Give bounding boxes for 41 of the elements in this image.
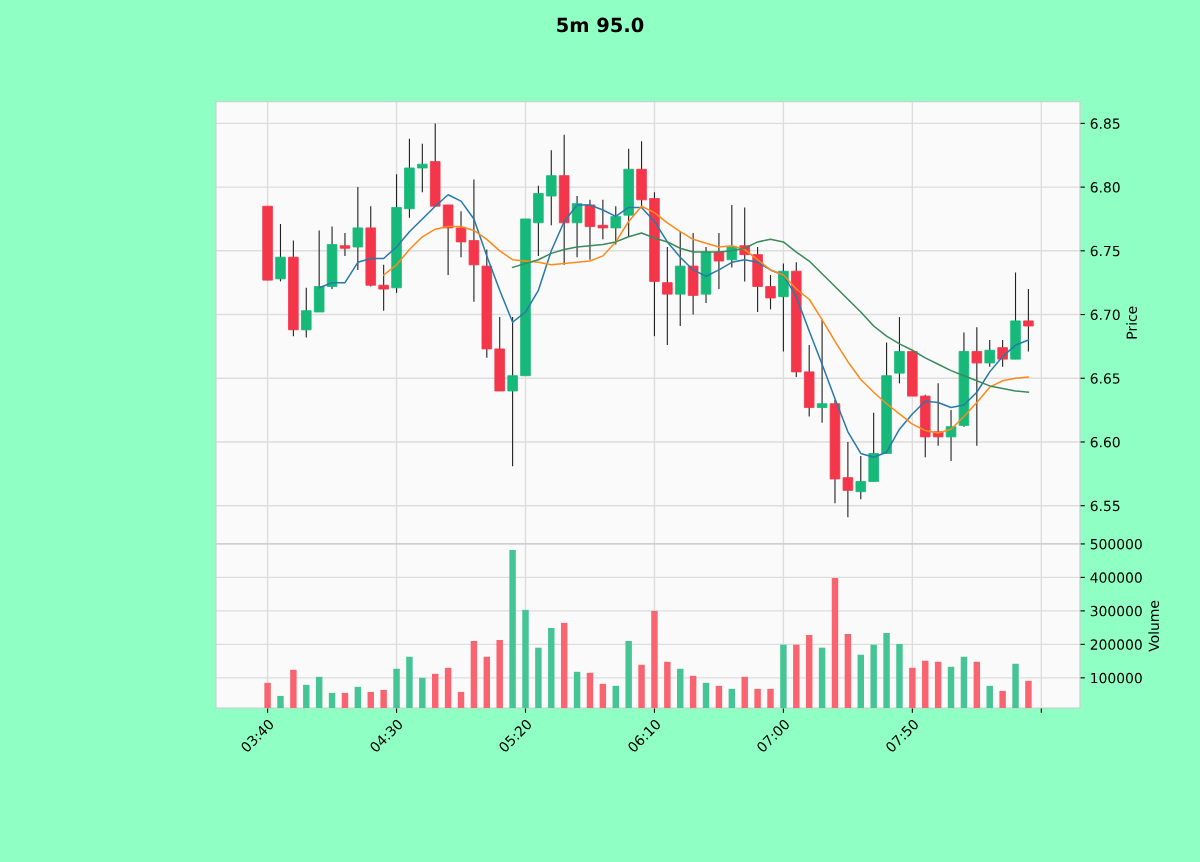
candlestick (971, 326, 983, 447)
candlestick (945, 409, 957, 462)
candlestick (984, 339, 995, 368)
candlestick (842, 441, 854, 518)
candlestick (855, 455, 867, 500)
candlestick (584, 199, 596, 261)
y-tick-label: 6.75 (1090, 245, 1120, 257)
chart-title: 5m 95.0 (557, 17, 644, 33)
candlestick (301, 287, 312, 339)
candlestick (610, 205, 622, 246)
candlestick (816, 319, 828, 424)
y-axis-title: Price (1126, 306, 1137, 339)
line-series (511, 232, 1030, 394)
y-tick-label: 6.60 (1090, 436, 1120, 448)
y-tick-label: 400000 (1090, 572, 1142, 583)
candlestick (662, 246, 673, 346)
candlestick (597, 199, 609, 240)
candlestick (507, 316, 518, 467)
y-tick-label: 500000 (1090, 538, 1142, 550)
candlestick (275, 223, 286, 282)
y-tick-label: 100000 (1091, 672, 1142, 684)
candlestick (713, 232, 725, 290)
y-tick-label: 300000 (1090, 605, 1142, 617)
y-tick-label: 6.55 (1090, 500, 1120, 512)
y-axis-title: Volume (1148, 600, 1160, 652)
candlestick (997, 339, 1008, 368)
candlestick (352, 186, 364, 271)
candlestick (1023, 288, 1034, 353)
y-tick-label: 6.85 (1090, 118, 1120, 129)
candlestick (417, 143, 428, 193)
y-tick-label: 6.80 (1090, 182, 1120, 193)
candlestick (378, 264, 389, 312)
candlestick (546, 149, 557, 226)
y-tick-label: 6.65 (1090, 373, 1120, 384)
y-tick-label: 200000 (1090, 639, 1142, 650)
candlestick (765, 274, 776, 310)
y-tick-label: 6.70 (1090, 309, 1120, 321)
candlestick (894, 316, 905, 384)
candlestick (339, 232, 351, 257)
candlestick (571, 195, 583, 258)
candlestick (442, 204, 454, 276)
